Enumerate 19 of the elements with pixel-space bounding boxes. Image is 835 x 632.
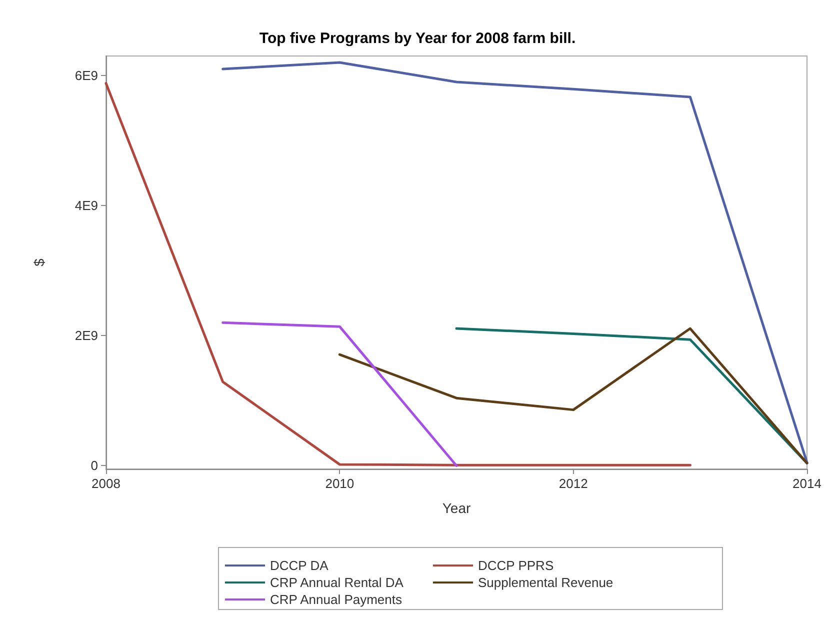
- chart-title: Top five Programs by Year for 2008 farm bill.: [259, 30, 576, 47]
- y-tick-label: 6E9: [74, 68, 98, 84]
- x-axis-title: Year: [442, 500, 471, 516]
- legend-label: CRP Annual Rental DA: [270, 575, 404, 590]
- line-series: [104, 82, 692, 466]
- x-tick-label: 2012: [558, 476, 588, 491]
- x-tick-label: 2008: [92, 476, 120, 491]
- y-tick-label: 4E9: [74, 198, 98, 214]
- y-axis-title: $: [31, 258, 47, 266]
- line-series: [222, 61, 808, 464]
- legend-label: CRP Annual Payments: [270, 592, 402, 607]
- x-tick-label: 2010: [325, 476, 354, 491]
- y-tick-label: 2E9: [74, 328, 98, 344]
- x-tick-label: 2014: [792, 476, 822, 491]
- legend-label: DCCP DA: [270, 558, 329, 573]
- y-tick-label: 0: [90, 458, 98, 474]
- legend-label: Supplemental Revenue: [478, 575, 614, 590]
- legend-label: DCCP PPRS: [478, 558, 554, 573]
- line-series: [338, 327, 808, 464]
